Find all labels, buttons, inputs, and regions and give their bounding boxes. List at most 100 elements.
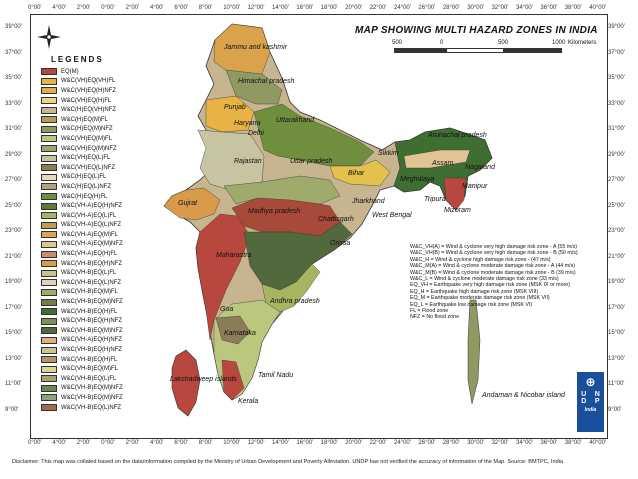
scale-tick: 500 [498, 40, 509, 46]
legend-swatch [41, 173, 57, 181]
legend-item: W&C(VH)EQ(H)NFZ [41, 86, 141, 96]
legend-swatch [41, 298, 57, 306]
longitude-label: 30°00' [467, 5, 485, 11]
legend-label: W&C(VH-B)EQ(M)NFZ [61, 327, 123, 334]
longitude-label: 12°00' [247, 440, 265, 446]
legend-label: W&C(VH-B)EQ(H)FL [61, 308, 118, 315]
legend-label: W&C(H)EQ(H)FL [61, 193, 108, 200]
latitude-label: 35°00' [608, 75, 625, 81]
zone-assam [403, 149, 471, 169]
latitude-label: 21°00' [5, 253, 22, 260]
legend-item: W&C(VH)EQ(L)NFZ [41, 163, 141, 173]
place-label: Jharkhand [352, 198, 385, 205]
legend-label: W&C(VH-B)EQ(M)NFZ [61, 299, 123, 306]
latitude-label: 27°00' [608, 177, 625, 183]
legend-item: W&C(VH-A)EQ(L)FL [41, 211, 141, 221]
longitude-label: 32°00' [491, 440, 509, 446]
legend-swatch [41, 145, 57, 153]
legend-item: W&C(VH-B)EQ(L)NFZ [41, 403, 141, 413]
place-label: Meghalaya [400, 176, 435, 183]
place-label: Tripura [424, 196, 446, 203]
legend-label: EQ(M) [61, 68, 79, 75]
legend-item: W&C(VH)EQ(M)NFZ [41, 144, 141, 154]
longitude-label: 16°00' [296, 440, 314, 446]
legend-label: W&C(H)EQ(VH)NFZ [61, 107, 116, 114]
legend-item: W&C(VH-B)EQ(M)NFZ [41, 326, 141, 336]
legend-item: W&C(VH-B)EQ(L)FL [41, 374, 141, 384]
longitude-label: 4°00' [52, 440, 66, 446]
andaman-islands [467, 299, 481, 405]
legend-item: W&C(VH-A)EQ(H)FL [41, 249, 141, 259]
legend-item: W&C(VH-B)EQ(H)NFZ [41, 259, 141, 269]
longitude-label: 36°00' [540, 5, 558, 11]
legend-item: W&C(VH-B)EQ(M)FL [41, 288, 141, 298]
legend-item: W&C(VH-B)EQ(H)FL [41, 355, 141, 365]
place-label: Chattisgarh [318, 216, 354, 223]
longitude-label: 4°00' [150, 5, 164, 11]
latitude-label: 19°00' [608, 279, 625, 285]
zone-definition: W&C_L = Wind & cyclone moderate damage r… [410, 276, 559, 283]
legend-item: W&C(H)EQ(L)NFZ [41, 182, 141, 192]
legend-item: W&C(VH)EQ(VH)FL [41, 77, 141, 87]
legend-swatch [41, 404, 57, 412]
legend-swatch [41, 183, 57, 191]
legend-label: W&C(VH)EQ(M)NFZ [61, 145, 117, 152]
legend-label: W&C(VH-B)EQ(H)NFZ [61, 318, 122, 325]
longitude-label: 0°00' [101, 440, 115, 446]
longitude-label: 22°00' [369, 440, 387, 446]
legend-item: W&C(H)EQ(VH)NFZ [41, 105, 141, 115]
scale-bar: 500 0 500 1000 Kilometers [392, 40, 596, 54]
legend-label: W&C(H)EQ(L)NFZ [61, 183, 111, 190]
legend-label: W&C(VH)EQ(L)NFZ [61, 164, 115, 171]
scale-segment [504, 48, 562, 53]
undp-letter: P [594, 398, 600, 405]
legend-label: W&C(VH-B)EQ(H)NFZ [61, 260, 122, 267]
place-label: Arunachal pradesh [428, 132, 487, 139]
scale-segment [394, 48, 446, 53]
legend-swatch [41, 394, 57, 402]
legend-swatch [41, 77, 57, 85]
longitude-label: 10°00' [223, 5, 241, 11]
zone-definition: W&C_VH(A) = Wind & cyclone very high dam… [410, 244, 578, 250]
legend-label: W&C(VH-B)EQ(L)NFZ [61, 404, 121, 411]
longitude-label: 30°00' [467, 440, 485, 446]
longitude-label: 20°00' [345, 5, 363, 11]
longitude-label: 20°00' [345, 440, 363, 446]
legend-item: W&C(H)EQ(L)FL [41, 173, 141, 183]
map-title: MAP SHOWING MULTI HAZARD ZONES IN INDIA [355, 25, 598, 36]
scale-segment [446, 48, 504, 53]
legend-label: W&C(VH)EQ(VH)FL [61, 78, 116, 85]
legend-swatch [41, 279, 57, 287]
latitude-label: 13°00' [5, 355, 22, 362]
longitude-label: 0°00' [101, 5, 115, 11]
place-label: Himachal pradesh [238, 78, 295, 85]
latitude-label: 33°00' [5, 100, 22, 107]
legend-swatch [41, 346, 57, 354]
latitude-label: 9°00' [608, 406, 622, 413]
place-label: Andaman & Nicobar island [482, 392, 565, 399]
legend-item: W&C(H)EQ(H)FL [41, 192, 141, 202]
zone-bihar [329, 159, 391, 187]
legend-swatch [41, 212, 57, 220]
undp-letter: D [581, 398, 587, 405]
legend-swatch [41, 250, 57, 258]
latitude-label: 25°00' [5, 202, 22, 209]
place-label: Maharastra [216, 252, 252, 259]
zone-definition: EQ_M = Earthquake moderate damage risk z… [410, 295, 550, 302]
legend-item: W&C(VH-B)EQ(L)NFZ [41, 278, 141, 288]
scale-unit: Kilometers [568, 40, 597, 46]
latitude-label: 39°00' [5, 24, 22, 30]
place-label: Assam [432, 160, 454, 167]
legend-swatch [41, 125, 57, 133]
legend-swatch [41, 375, 57, 383]
legend-swatch [41, 116, 57, 124]
place-label: Delhi [248, 130, 264, 137]
legend-swatch [41, 356, 57, 364]
longitude-label: 28°00' [442, 440, 460, 446]
legend-item: W&C(VH-A)EQ(H)NFZ [41, 336, 141, 346]
longitude-label: 34°00' [516, 440, 533, 446]
scale-tick: 0 [440, 40, 444, 46]
legend-item: W&C(VH-B)EQ(L)FL [41, 268, 141, 278]
longitude-label: 8°00' [198, 440, 213, 446]
